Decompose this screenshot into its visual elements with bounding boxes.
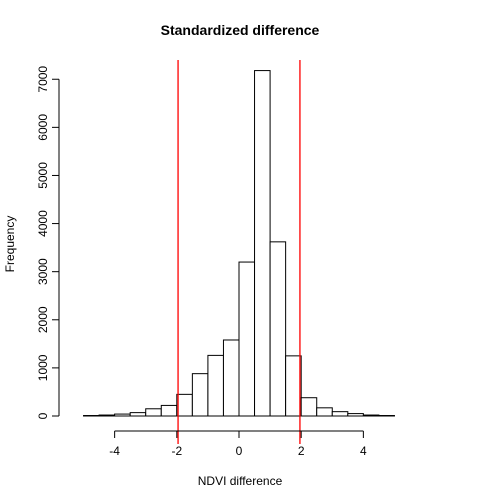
histogram-bar (114, 413, 131, 417)
histogram-bars (83, 70, 395, 417)
histogram-bar (285, 355, 302, 417)
reference-lines (177, 60, 301, 444)
y-axis-label: Frequency (3, 216, 17, 273)
y-tick-label: 2000 (36, 306, 50, 333)
y-tick-label: 0 (36, 412, 50, 419)
x-tick-label: 2 (298, 444, 305, 458)
histogram-bar (176, 393, 193, 417)
histogram-bar (160, 404, 178, 417)
histogram-bar (238, 261, 256, 417)
y-tick-label: 6000 (36, 114, 50, 141)
histogram-bar (300, 397, 318, 417)
y-tick-label: 7000 (36, 66, 50, 93)
histogram-bar (316, 407, 333, 417)
y-tick-label: 4000 (36, 210, 50, 237)
y-tick-label: 3000 (36, 258, 50, 285)
histogram-bar (331, 411, 349, 417)
x-tick-label: -2 (171, 444, 182, 458)
histogram-bar (145, 408, 162, 417)
y-axis: 0 1000 2000 3000 4000 5000 6000 7000 (36, 66, 60, 419)
histogram-bar (222, 339, 240, 417)
histogram-bar (207, 354, 224, 417)
x-tick-label: 4 (360, 444, 367, 458)
y-tick-label: 1000 (36, 354, 50, 381)
histogram-bar (191, 373, 209, 417)
histogram-bar (362, 414, 380, 417)
x-axis: -4 -2 0 2 4 (109, 430, 367, 458)
histogram-bar (254, 70, 271, 417)
histogram-bar (98, 414, 116, 417)
x-tick-label: -4 (109, 444, 120, 458)
x-tick-label: 0 (236, 444, 243, 458)
y-tick-label: 5000 (36, 162, 50, 189)
histogram-bar (129, 412, 147, 417)
histogram-bar (347, 413, 364, 417)
histogram-bar (269, 241, 287, 417)
chart-title: Standardized difference (161, 22, 320, 38)
x-axis-label: NDVI difference (198, 474, 283, 488)
